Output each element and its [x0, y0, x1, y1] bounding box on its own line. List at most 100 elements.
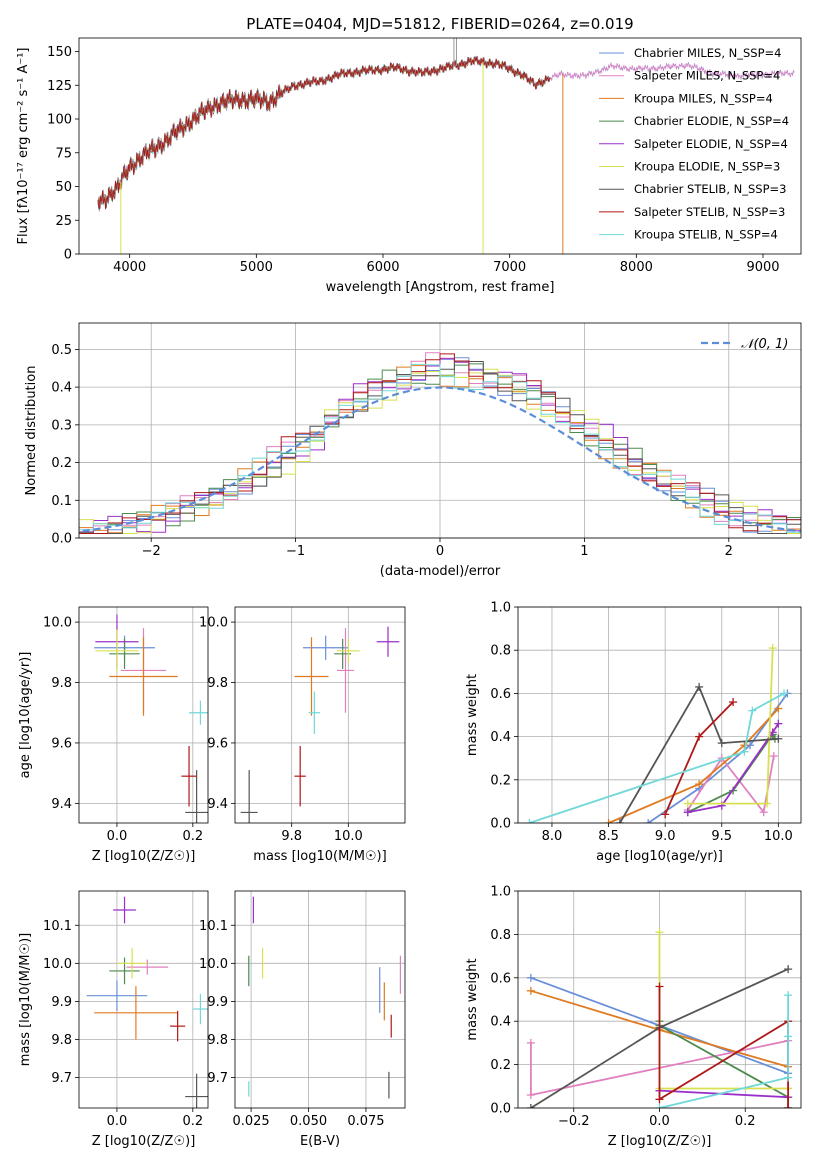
- x-tick-label: 0.075: [347, 1114, 384, 1129]
- series-line: [659, 1089, 789, 1099]
- axes-frame: [78, 37, 802, 255]
- x-axis-label: Z [log10(Z/Z☉)]: [608, 1134, 712, 1149]
- x-tick-label: 0.0: [107, 829, 128, 844]
- axis-ticks: −0.2 0.0 0.2 0.0 0.2 0.4 0.6 0.8 1.0: [490, 885, 755, 1130]
- axes-frame: [517, 606, 802, 824]
- y-tick-label: 1.0: [490, 601, 511, 616]
- figure-title: PLATE=0404, MJD=51812, FIBERID=0264, z=0…: [246, 15, 633, 33]
- y-tick-label: 9.7: [207, 1071, 228, 1086]
- errorbar-kroupa-elodie: [337, 638, 360, 663]
- y-tick-label: 0.6: [490, 971, 511, 986]
- x-axis-label: E(B-V): [300, 1134, 340, 1149]
- spectrum-line-kroupa-stelib: [97, 56, 551, 210]
- axis-ticks: 0.0 0.2 9.7 9.8 9.9 10.0 10.1: [43, 919, 203, 1129]
- y-tick-label: 10.0: [199, 957, 228, 972]
- errorbar-salpeter-stelib: [170, 1010, 186, 1042]
- errorbar-salpeter-miles: [126, 959, 169, 975]
- plot-area: [97, 38, 795, 254]
- y-tick-label: 100: [47, 113, 72, 128]
- mass-vs-ebv-panel: 0.025 0.050 0.075 9.7 9.8 9.9 10.0 10.1 E(B-V): [199, 890, 406, 1149]
- x-tick-label: −0.2: [558, 1114, 590, 1129]
- errorbar-salpeter-miles: [337, 628, 354, 713]
- y-tick-label: 0.8: [490, 928, 511, 943]
- x-tick-label: −2: [142, 544, 161, 559]
- x-tick-label: 0.0: [107, 1114, 128, 1129]
- series-kroupa-miles: [604, 704, 783, 823]
- x-tick-label: 10.0: [334, 829, 363, 844]
- legend-label-salpeter-miles: Salpeter MILES, N_SSP=4: [634, 69, 780, 83]
- y-axis-label: mass weight: [465, 674, 480, 756]
- residual-histogram-panel: −2 −1 0 1 2 0.0 0.1 0.2 0.3 0.4 0.5 (data-model)/er…: [24, 322, 802, 579]
- legend-label-kroupa-stelib: Kroupa STELIB, N_SSP=4: [634, 228, 778, 242]
- spectrum-line-kroupa-miles: [97, 55, 551, 210]
- spectrum-line-salpeter-stelib: [97, 56, 551, 210]
- y-tick-label: 0.6: [490, 687, 511, 702]
- age-vs-mass-panel: 9.8 10.0 9.4 9.6 9.8 10.0 mass [log10(M/M☉)]: [199, 606, 406, 864]
- series-chabrier-stelib: [615, 682, 783, 823]
- y-tick-label: 0.0: [490, 817, 511, 832]
- y-tick-label: 0.2: [51, 456, 72, 471]
- series-line: [687, 732, 776, 814]
- spectrum-line-chabrier-elodie: [97, 56, 551, 212]
- legend-label-salpeter-elodie: Salpeter ELODIE, N_SSP=4: [634, 137, 788, 151]
- y-tick-label: 0.4: [490, 730, 511, 745]
- spectrum-panel: 4000 5000 6000 7000 8000 9000 0 25 50 75 100 125 150…: [16, 37, 802, 295]
- series-line: [687, 647, 774, 805]
- y-tick-label: 0.4: [490, 1015, 511, 1030]
- y-tick-label: 150: [47, 45, 72, 60]
- series-kroupa-stelib: [525, 689, 789, 823]
- mass-vs-metallicity-panel: 0.0 0.2 9.7 9.8 9.9 10.0 10.1 Z [log10(Z/Z☉)] ma…: [18, 890, 209, 1149]
- legend-label-kroupa-elodie: Kroupa ELODIE, N_SSP=3: [634, 160, 780, 174]
- y-tick-label: 0.3: [51, 418, 72, 433]
- x-tick-label: 8.5: [598, 829, 619, 844]
- y-tick-label: 75: [55, 146, 72, 161]
- x-tick-label: 10.0: [764, 829, 793, 844]
- x-tick-label: 9.5: [711, 829, 732, 844]
- residual-legend: 𝒩(0, 1): [701, 337, 788, 352]
- y-tick-label: 0.0: [490, 1102, 511, 1117]
- y-tick-label: 10.1: [199, 919, 228, 934]
- series-salpeter-stelib: [661, 698, 738, 819]
- errorbar-salpeter-elodie: [376, 626, 400, 657]
- series-kroupa-stelib: [655, 991, 793, 1108]
- grid-lines: [79, 891, 208, 1108]
- errorbar-kroupa-elodie: [95, 629, 139, 672]
- mass-weight-vs-metallicity-panel: −0.2 0.0 0.2 0.0 0.2 0.4 0.6 0.8 1.0 Z [log10(Z/Z…: [465, 885, 802, 1149]
- mass-weight-vs-age-panel: 8.0 8.5 9.0 9.5 10.0 0.0 0.2 0.4 0.6 0.8 1.0 age [l…: [465, 601, 802, 864]
- legend-label-salpeter-stelib: Salpeter STELIB, N_SSP=3: [634, 205, 785, 219]
- axis-ticks: 8.0 8.5 9.0 9.5 10.0 0.0 0.2 0.4 0.6 0.8 1.0: [490, 601, 793, 845]
- y-tick-label: 9.4: [51, 797, 72, 812]
- grid-lines: [518, 606, 801, 824]
- errorbar-chabrier-stelib: [185, 1073, 208, 1108]
- y-tick-label: 25: [55, 214, 72, 229]
- legend-label-chabrier-miles: Chabrier MILES, N_SSP=4: [634, 46, 781, 60]
- y-tick-label: 9.6: [51, 736, 72, 751]
- errorbar-chabrier-miles: [86, 980, 148, 1011]
- x-tick-label: 1: [580, 544, 588, 559]
- y-tick-label: 9.9: [207, 995, 228, 1010]
- y-tick-label: 9.9: [51, 995, 72, 1010]
- histogram-salpeter-stelib: [79, 353, 801, 534]
- y-tick-label: 1.0: [490, 885, 511, 900]
- y-tick-label: 50: [55, 180, 72, 195]
- grid-lines: [235, 891, 405, 1108]
- series-line: [658, 986, 789, 1108]
- x-tick-label: −1: [286, 544, 305, 559]
- x-tick-label: 5000: [240, 260, 273, 275]
- errorbar-chabrier-stelib: [185, 770, 208, 823]
- x-tick-label: 8.0: [542, 829, 563, 844]
- errorbar-chabrier-elodie: [109, 957, 140, 985]
- y-tick-label: 9.8: [51, 676, 72, 691]
- errorbar-salpeter-stelib: [294, 745, 306, 807]
- errorbar-kroupa-stelib: [308, 691, 320, 734]
- y-axis-label: Normed distribution: [24, 366, 39, 496]
- errorbar-kroupa-miles: [294, 637, 329, 716]
- x-tick-label: 8000: [620, 260, 653, 275]
- y-axis-label: age [log10(age/yr)]: [18, 652, 33, 779]
- errorbar-salpeter-elodie: [113, 896, 136, 924]
- x-tick-label: 0.0: [649, 1114, 670, 1129]
- errorbar-kroupa-elodie: [116, 948, 148, 979]
- series-line: [687, 723, 780, 814]
- axes-frame: [78, 322, 802, 539]
